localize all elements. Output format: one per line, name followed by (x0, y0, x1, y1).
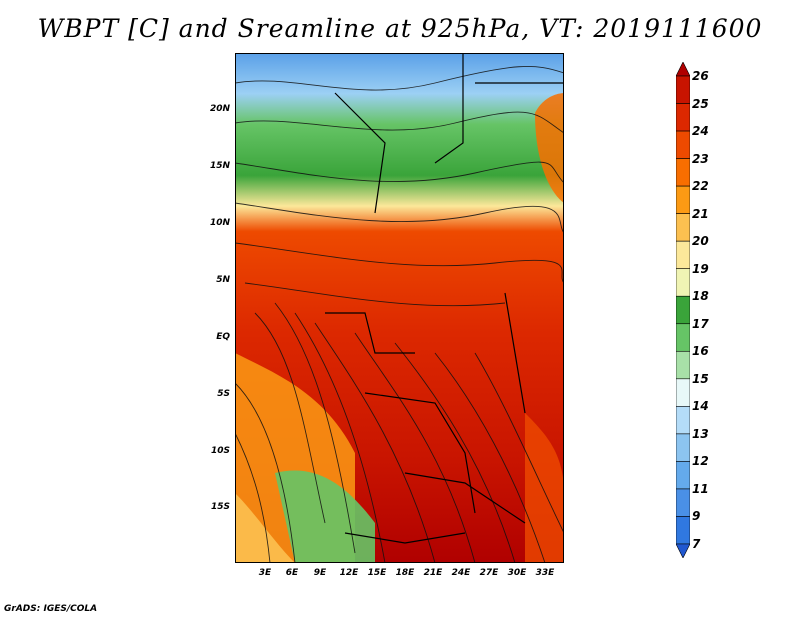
colorbar-segment (676, 158, 690, 187)
colorbar-segment (676, 130, 690, 159)
colorbar-level-label: 14 (692, 399, 709, 414)
colorbar-segment (676, 378, 690, 407)
colorbar-bottom-arrow (676, 543, 690, 558)
colorbar-level-label: 9 (692, 509, 701, 524)
colorbar-segment (676, 295, 690, 325)
lat-tick-label: 20N (209, 104, 230, 114)
colorbar-level-label: 23 (692, 151, 709, 166)
wbpt-field-map (235, 53, 564, 563)
lon-tick-label: 15E (367, 568, 387, 578)
colorbar-segment (676, 461, 690, 490)
colorbar-level-label: 7 (692, 537, 701, 551)
lat-tick-label: 15S (210, 502, 230, 512)
colorbar-segment (676, 185, 690, 214)
lon-tick-label: 24E (451, 568, 471, 578)
colorbar-level-label: 15 (692, 371, 709, 386)
lon-tick-label: 6E (285, 568, 299, 578)
colorbar-segment (676, 103, 690, 132)
colorbar-top-arrow (676, 62, 690, 77)
colorbar-segment (676, 350, 690, 380)
colorbar-level-label: 20 (692, 234, 709, 249)
lon-tick-label: 9E (313, 568, 327, 578)
colorbar-level-label: 11 (692, 481, 709, 496)
lon-tick-label: 12E (339, 568, 359, 578)
colorbar-segment (676, 516, 690, 545)
lat-tick-label: 15N (209, 161, 230, 171)
colorbar-segment (676, 75, 690, 104)
colorbar-level-label: 16 (692, 344, 709, 359)
lon-tick-label: 27E (479, 568, 499, 578)
credit-text: GrADS: IGES/COLA (4, 604, 98, 614)
map-panel (235, 53, 564, 563)
lon-tick-label: 21E (423, 568, 443, 578)
colorbar-level-label: 13 (692, 426, 709, 441)
colorbar-level-label: 18 (692, 289, 709, 304)
lat-tick-label: 10N (209, 218, 230, 228)
country-borders (325, 53, 564, 544)
colorbar-level-label: 26 (692, 69, 709, 83)
colorbar-segment (676, 213, 690, 242)
colorbar-level-label: 25 (692, 96, 709, 111)
lat-tick-label: EQ (216, 332, 230, 342)
field-northeast-orange (535, 93, 564, 203)
colorbar-segment (676, 268, 690, 297)
lon-tick-label: 18E (395, 568, 415, 578)
colorbar-segment (676, 488, 690, 517)
lat-tick-label: 5N (216, 275, 230, 285)
colorbar-segment (676, 323, 690, 352)
colorbar-level-label: 22 (692, 179, 709, 194)
lat-tick-label: 10S (210, 446, 230, 456)
field-southwest-green (275, 470, 375, 563)
colorbar-level-label: 17 (692, 316, 709, 331)
colorbar-level-label: 21 (692, 206, 709, 221)
lon-tick-label: 3E (258, 568, 272, 578)
colorbar (676, 62, 690, 558)
map-frame (235, 53, 564, 563)
colorbar-level-label: 24 (692, 124, 709, 139)
lon-tick-label: 33E (535, 568, 555, 578)
colorbar-segment (676, 406, 690, 435)
colorbar-level-label: 19 (692, 261, 709, 276)
streamlines (235, 65, 564, 563)
lat-tick-label: 5S (217, 389, 230, 399)
colorbar-segment (676, 433, 690, 462)
chart-title: WBPT [C] and Sreamline at 925hPa, VT: 20… (37, 14, 763, 43)
colorbar-segment (676, 240, 690, 270)
colorbar-level-label: 12 (692, 454, 709, 469)
field-southeast-orange (525, 413, 564, 563)
lon-tick-label: 30E (507, 568, 527, 578)
